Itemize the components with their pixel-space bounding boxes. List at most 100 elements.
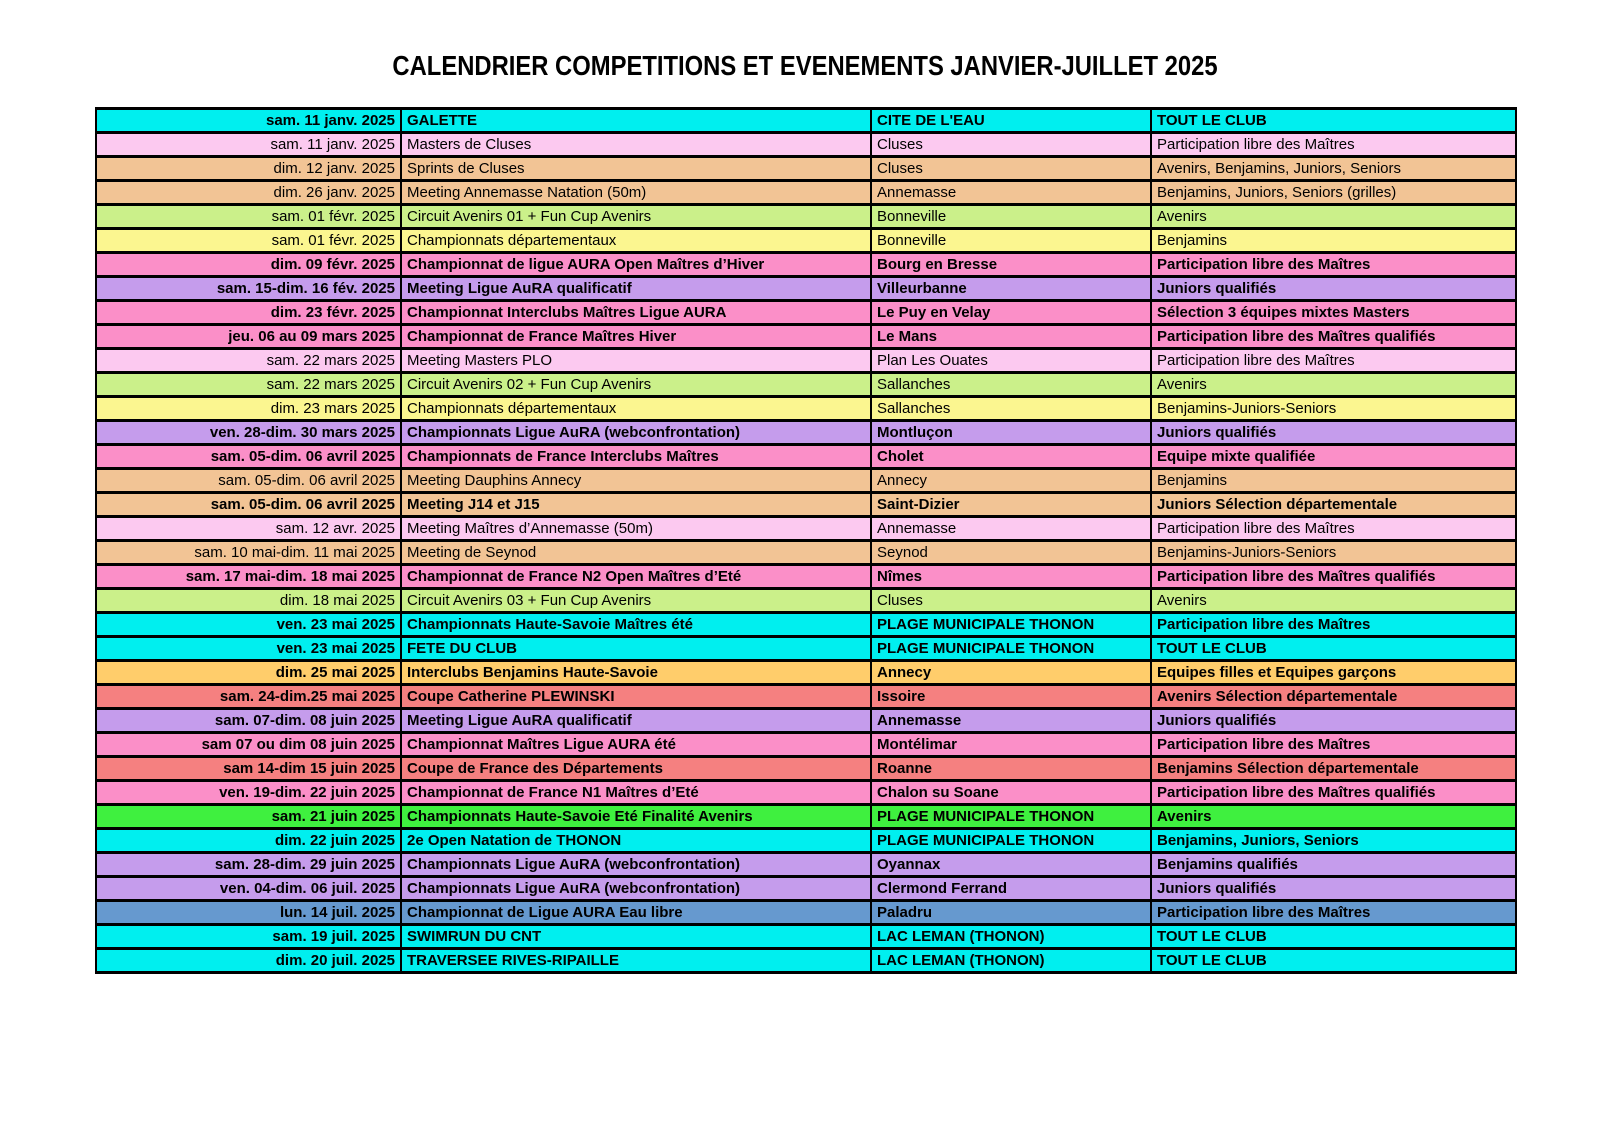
participants-cell: Participation libre des Maîtres	[1150, 731, 1517, 758]
event-cell: Championnats Ligue AuRA (webconfrontatio…	[400, 875, 872, 902]
table-row: jeu. 06 au 09 mars 2025 Championnat de F…	[95, 323, 1517, 350]
page-title: CALENDRIER COMPETITIONS ET EVENEMENTS JA…	[392, 50, 1218, 81]
date-cell: sam 14-dim 15 juin 2025	[95, 755, 402, 782]
location-cell: Oyannax	[870, 851, 1152, 878]
event-cell: GALETTE	[400, 107, 872, 134]
date-cell: sam. 01 févr. 2025	[95, 203, 402, 230]
event-cell: Meeting Ligue AuRA qualificatif	[400, 707, 872, 734]
date-cell: dim. 18 mai 2025	[95, 587, 402, 614]
date-cell: sam. 17 mai-dim. 18 mai 2025	[95, 563, 402, 590]
participants-cell: Juniors qualifiés	[1150, 875, 1517, 902]
date-cell: sam. 11 janv. 2025	[95, 107, 402, 134]
location-cell: Paladru	[870, 899, 1152, 926]
event-cell: TRAVERSEE RIVES-RIPAILLE	[400, 947, 872, 974]
event-cell: Championnat de France N1 Maîtres d’Eté	[400, 779, 872, 806]
event-cell: Masters de Cluses	[400, 131, 872, 158]
date-cell: sam. 24-dim.25 mai 2025	[95, 683, 402, 710]
table-row: sam. 05-dim. 06 avril 2025 Meeting J14 e…	[95, 491, 1517, 518]
date-cell: sam. 05-dim. 06 avril 2025	[95, 491, 402, 518]
date-cell: ven. 23 mai 2025	[95, 611, 402, 638]
location-cell: Montluçon	[870, 419, 1152, 446]
location-cell: Annemasse	[870, 179, 1152, 206]
participants-cell: Benjamins, Juniors, Seniors	[1150, 827, 1517, 854]
participants-cell: Participation libre des Maîtres qualifié…	[1150, 563, 1517, 590]
table-row: ven. 28-dim. 30 mars 2025 Championnats L…	[95, 419, 1517, 446]
event-cell: Championnat de France N2 Open Maîtres d’…	[400, 563, 872, 590]
location-cell: Bonneville	[870, 227, 1152, 254]
location-cell: Cluses	[870, 155, 1152, 182]
participants-cell: Avenirs Sélection départementale	[1150, 683, 1517, 710]
date-cell: dim. 12 janv. 2025	[95, 155, 402, 182]
event-cell: Circuit Avenirs 02 + Fun Cup Avenirs	[400, 371, 872, 398]
participants-cell: Juniors Sélection départementale	[1150, 491, 1517, 518]
event-cell: Championnats départementaux	[400, 395, 872, 422]
date-cell: sam. 22 mars 2025	[95, 347, 402, 374]
date-cell: sam. 28-dim. 29 juin 2025	[95, 851, 402, 878]
participants-cell: TOUT LE CLUB	[1150, 107, 1517, 134]
table-row: ven. 23 mai 2025 FETE DU CLUB PLAGE MUNI…	[95, 635, 1517, 662]
date-cell: dim. 23 mars 2025	[95, 395, 402, 422]
event-cell: Meeting Masters PLO	[400, 347, 872, 374]
participants-cell: Participation libre des Maîtres	[1150, 251, 1517, 278]
event-cell: Championnats Ligue AuRA (webconfrontatio…	[400, 851, 872, 878]
event-cell: Sprints de Cluses	[400, 155, 872, 182]
date-cell: sam. 07-dim. 08 juin 2025	[95, 707, 402, 734]
calendar-body: sam. 11 janv. 2025 GALETTE CITE DE L'EAU…	[95, 107, 1517, 974]
event-cell: Meeting Annemasse Natation (50m)	[400, 179, 872, 206]
location-cell: Annemasse	[870, 707, 1152, 734]
participants-cell: Benjamins	[1150, 227, 1517, 254]
event-cell: Circuit Avenirs 03 + Fun Cup Avenirs	[400, 587, 872, 614]
table-row: sam. 19 juil. 2025 SWIMRUN DU CNT LAC LE…	[95, 923, 1517, 950]
location-cell: Sallanches	[870, 395, 1152, 422]
participants-cell: Avenirs, Benjamins, Juniors, Seniors	[1150, 155, 1517, 182]
participants-cell: Avenirs	[1150, 803, 1517, 830]
date-cell: dim. 09 févr. 2025	[95, 251, 402, 278]
participants-cell: Participation libre des Maîtres qualifié…	[1150, 779, 1517, 806]
table-row: sam. 10 mai-dim. 11 mai 2025 Meeting de …	[95, 539, 1517, 566]
location-cell: Cluses	[870, 587, 1152, 614]
date-cell: jeu. 06 au 09 mars 2025	[95, 323, 402, 350]
location-cell: Seynod	[870, 539, 1152, 566]
table-row: sam. 21 juin 2025 Championnats Haute-Sav…	[95, 803, 1517, 830]
participants-cell: Juniors qualifiés	[1150, 419, 1517, 446]
date-cell: lun. 14 juil. 2025	[95, 899, 402, 926]
location-cell: LAC LEMAN (THONON)	[870, 923, 1152, 950]
event-cell: Championnat de France Maîtres Hiver	[400, 323, 872, 350]
event-cell: Championnat de Ligue AURA Eau libre	[400, 899, 872, 926]
table-row: sam. 22 mars 2025 Circuit Avenirs 02 + F…	[95, 371, 1517, 398]
location-cell: Montélimar	[870, 731, 1152, 758]
event-cell: SWIMRUN DU CNT	[400, 923, 872, 950]
participants-cell: Benjamins-Juniors-Seniors	[1150, 539, 1517, 566]
table-row: dim. 09 févr. 2025 Championnat de ligue …	[95, 251, 1517, 278]
event-cell: Meeting Ligue AuRA qualificatif	[400, 275, 872, 302]
location-cell: Saint-Dizier	[870, 491, 1152, 518]
event-cell: Championnats de France Interclubs Maître…	[400, 443, 872, 470]
location-cell: Annemasse	[870, 515, 1152, 542]
participants-cell: Participation libre des Maîtres	[1150, 131, 1517, 158]
participants-cell: Participation libre des Maîtres	[1150, 899, 1517, 926]
table-row: sam. 15-dim. 16 fév. 2025 Meeting Ligue …	[95, 275, 1517, 302]
date-cell: sam 07 ou dim 08 juin 2025	[95, 731, 402, 758]
location-cell: PLAGE MUNICIPALE THONON	[870, 803, 1152, 830]
table-row: ven. 23 mai 2025 Championnats Haute-Savo…	[95, 611, 1517, 638]
table-row: sam 07 ou dim 08 juin 2025 Championnat M…	[95, 731, 1517, 758]
event-cell: 2e Open Natation de THONON	[400, 827, 872, 854]
table-row: dim. 20 juil. 2025 TRAVERSEE RIVES-RIPAI…	[95, 947, 1517, 974]
date-cell: sam. 11 janv. 2025	[95, 131, 402, 158]
event-cell: Championnat de ligue AURA Open Maîtres d…	[400, 251, 872, 278]
date-cell: sam. 22 mars 2025	[95, 371, 402, 398]
date-cell: sam. 15-dim. 16 fév. 2025	[95, 275, 402, 302]
event-cell: Meeting Dauphins Annecy	[400, 467, 872, 494]
participants-cell: Participation libre des Maîtres	[1150, 515, 1517, 542]
participants-cell: Benjamins, Juniors, Seniors (grilles)	[1150, 179, 1517, 206]
participants-cell: Avenirs	[1150, 587, 1517, 614]
location-cell: Sallanches	[870, 371, 1152, 398]
date-cell: sam. 10 mai-dim. 11 mai 2025	[95, 539, 402, 566]
date-cell: ven. 28-dim. 30 mars 2025	[95, 419, 402, 446]
table-row: dim. 18 mai 2025 Circuit Avenirs 03 + Fu…	[95, 587, 1517, 614]
location-cell: Annecy	[870, 659, 1152, 686]
table-row: dim. 23 févr. 2025 Championnat Interclub…	[95, 299, 1517, 326]
location-cell: PLAGE MUNICIPALE THONON	[870, 827, 1152, 854]
location-cell: Clermond Ferrand	[870, 875, 1152, 902]
location-cell: Annecy	[870, 467, 1152, 494]
